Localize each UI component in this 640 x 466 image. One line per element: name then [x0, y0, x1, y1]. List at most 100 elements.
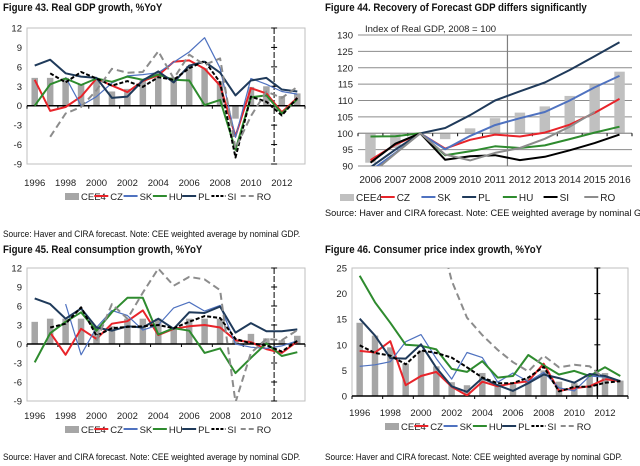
y-tick-label: 5 [342, 366, 347, 377]
legend-label: CZ [430, 422, 443, 433]
bar-CEE4-2004 [479, 372, 486, 396]
figure-44-title: Figure 44. Recovery of Forecast GDP diff… [325, 2, 587, 14]
x-tick-label: 2008 [533, 408, 554, 419]
x-tick-label: 2010 [564, 408, 585, 419]
legend-label: RO [257, 192, 271, 203]
figure-45-source: Source: Haver and CIRA forecast. Note: C… [3, 452, 301, 462]
y-tick-label: -9 [14, 160, 22, 171]
bar-CEE4-2006 [365, 133, 376, 163]
legend-item-PL: PL [182, 192, 210, 203]
bar-CEE4-1997 [46, 318, 54, 344]
x-tick-label: 1998 [55, 178, 76, 189]
x-tick-label: 2006 [502, 408, 523, 419]
y-tick-label: 0 [17, 340, 22, 351]
series-line-CZ [33, 59, 298, 138]
bar-CEE4-2007 [201, 68, 208, 106]
legend-item-CEE4: CEE4 [65, 192, 106, 203]
y-tick-label: 6 [17, 302, 22, 313]
legend-item-SK: SK [421, 193, 451, 204]
bar-CEE4-2009 [555, 381, 563, 396]
y-tick-label: 12 [11, 264, 22, 275]
legend-label: PL [518, 422, 530, 433]
y-tick-label: 120 [337, 63, 353, 74]
legend-item-CZ: CZ [380, 193, 410, 204]
y-tick-label: 15 [336, 315, 347, 326]
bar-CEE4-2013 [617, 380, 624, 396]
y-tick-label: 25 [336, 264, 347, 275]
y-tick-label: 110 [338, 96, 353, 107]
legend-label: SI [227, 425, 236, 436]
bar-CEE4-2002 [124, 318, 131, 344]
legend-item-CZ: CZ [94, 192, 123, 203]
bar-CEE4-2009 [232, 340, 239, 344]
y-tick-label: -9 [14, 397, 22, 408]
bar-CEE4-1996 [356, 322, 363, 396]
legend-item-SI: SI [211, 192, 236, 203]
series-line-RO [95, 268, 298, 401]
legend-item-HU: HU [152, 192, 183, 203]
bar-CEE4-1999 [77, 318, 85, 344]
bar-CEE4-1997 [371, 335, 379, 396]
legend-label: SI [227, 192, 236, 203]
bar-CEE4-2004 [155, 318, 162, 344]
legend-label: CZ [397, 193, 410, 204]
bar-CEE4-2000 [417, 350, 425, 396]
legend-label: HU [519, 193, 533, 204]
bar-CEE4-2010 [464, 128, 476, 134]
figure-44-chart: 90 95 100 105 110 115 120 125 130 Index of Real G… [325, 24, 640, 218]
series-line-SK [65, 37, 298, 138]
x-tick-label: 2006 [359, 175, 382, 186]
series-line-RO [378, 111, 596, 166]
y-tick-label: 20 [336, 289, 347, 300]
legend-label: SK [437, 193, 451, 204]
legend-label: HU [489, 422, 503, 433]
bar-CEE4-2011 [263, 338, 270, 344]
figure-44-source: Source: Haver and CIRA forecast. Note: C… [325, 208, 640, 218]
bar-CEE4-2001 [433, 366, 440, 396]
legend-label: HU [169, 192, 183, 203]
bar-CEE4-1996 [31, 321, 38, 344]
bar-CEE4-2005 [494, 384, 501, 396]
legend-label: PL [198, 425, 210, 436]
legend-label: RO [600, 193, 615, 204]
legend-label: SK [140, 425, 153, 436]
x-tick-label: 2016 [608, 175, 631, 186]
legend-label: CEE4 [81, 425, 106, 436]
x-tick-label: 2004 [472, 408, 493, 419]
y-tick-label: 100 [337, 129, 353, 140]
x-tick-label: 2002 [117, 411, 138, 422]
bar-CEE4-1999 [402, 363, 409, 396]
bar-CEE4-1997 [46, 77, 54, 106]
x-tick-label: 2010 [459, 175, 482, 186]
series-line-SK [65, 301, 298, 356]
bar-CEE4-1998 [387, 347, 394, 396]
y-tick-label: 130 [337, 31, 353, 42]
bar-CEE4-2016 [614, 71, 625, 134]
legend-label: SK [140, 192, 153, 203]
bar-CEE4-1998 [62, 77, 69, 106]
bar-CEE4-2013 [294, 335, 301, 344]
legend-swatch [385, 423, 399, 430]
bar-CEE4-2008 [540, 370, 547, 396]
legend-item-RO: RO [560, 422, 591, 433]
legend-label: PL [478, 193, 491, 204]
legend-swatch [340, 194, 354, 201]
bar-CEE4-2000 [93, 326, 100, 344]
series-line-HU [370, 125, 620, 157]
x-tick-label: 2000 [410, 408, 431, 419]
bar-CEE4-2013 [539, 106, 551, 134]
series-line-PL [358, 318, 621, 393]
legend-label: RO [577, 422, 591, 433]
y-tick-label: 125 [337, 47, 353, 58]
legend-item-RO: RO [240, 425, 271, 436]
x-tick-label: 2006 [179, 178, 200, 189]
bar-CEE4-2009 [232, 105, 239, 119]
legend-label: CEE4 [81, 192, 106, 203]
bar-CEE4-2006 [185, 66, 193, 106]
x-tick-label: 1996 [349, 408, 370, 419]
y-tick-label: 105 [337, 112, 353, 123]
legend-item-PL: PL [462, 193, 491, 204]
legend-item-SK: SK [123, 192, 153, 203]
legend-item-CZ: CZ [94, 425, 123, 436]
series-line-SI [49, 306, 298, 353]
